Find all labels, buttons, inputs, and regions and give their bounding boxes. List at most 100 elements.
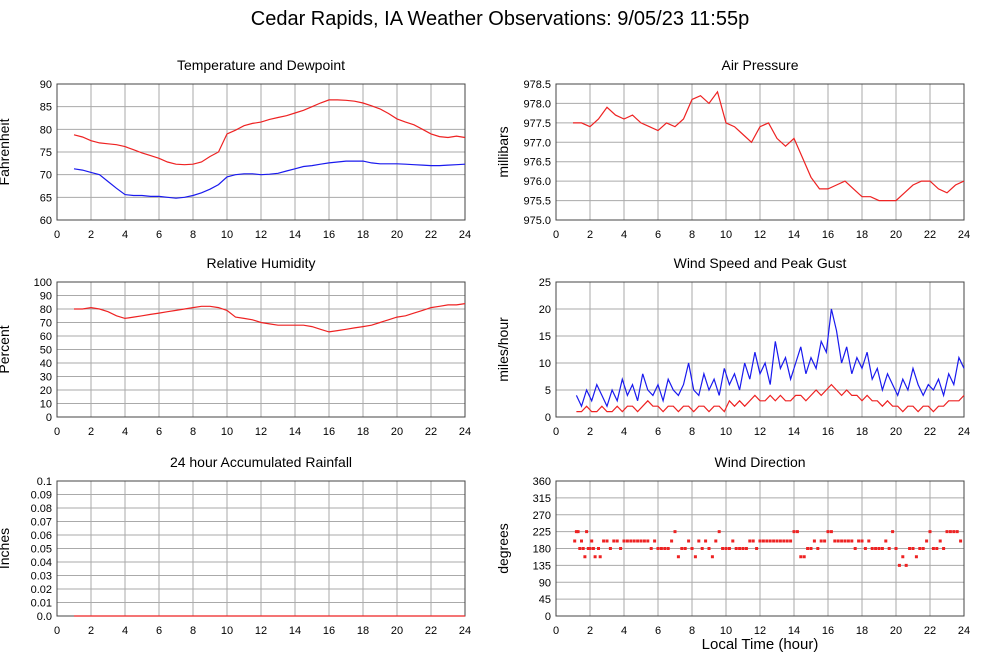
x-tick-label: 4: [621, 229, 627, 241]
y-tick-label: 977.5: [523, 118, 551, 130]
x-tick-label: 14: [788, 229, 800, 241]
series-line-0: [73, 99, 466, 166]
series-line-0: [575, 308, 965, 408]
x-tick-label: 14: [289, 229, 301, 241]
y-tick-label: 0.06: [31, 530, 52, 542]
x-tick-label: 10: [720, 625, 732, 637]
data-point: [602, 539, 606, 543]
y-tick-label: 75: [40, 147, 52, 159]
x-tick-label: 12: [255, 229, 267, 241]
data-point: [619, 547, 623, 550]
data-point: [860, 539, 864, 543]
y-tick-label: 180: [533, 544, 551, 556]
x-tick-label: 2: [88, 229, 94, 241]
data-point: [663, 547, 667, 550]
x-tick-label: 24: [958, 229, 970, 241]
data-point: [880, 547, 884, 550]
page-title: Cedar Rapids, IA Weather Observations: 9…: [250, 8, 750, 30]
data-point: [945, 530, 949, 534]
x-tick-label: 0: [553, 426, 559, 438]
data-point: [809, 547, 813, 550]
y-tick-label: 0.07: [31, 517, 52, 529]
data-point: [938, 539, 942, 543]
data-point: [853, 547, 857, 550]
x-tick-label: 24: [958, 426, 970, 438]
data-point: [646, 539, 650, 543]
x-tick-label: 12: [255, 625, 267, 637]
data-point: [670, 539, 674, 543]
x-tick-label: 0: [54, 625, 60, 637]
data-point: [738, 547, 742, 550]
data-point: [795, 530, 799, 534]
y-tick-label: 978.0: [523, 98, 551, 110]
x-tick-label: 14: [788, 426, 800, 438]
data-point: [583, 555, 587, 559]
data-point: [632, 539, 636, 543]
data-point: [765, 539, 769, 543]
x-tick-label: 14: [788, 625, 800, 637]
x-tick-label: 2: [88, 625, 94, 637]
x-tick-label: 18: [357, 625, 369, 637]
data-point: [700, 547, 704, 550]
x-tick-label: 18: [357, 426, 369, 438]
data-point: [782, 539, 786, 543]
x-tick-label: 10: [720, 426, 732, 438]
x-tick-label: 24: [459, 229, 471, 241]
y-tick-label: 100: [34, 277, 52, 289]
x-tick-label: 0: [553, 229, 559, 241]
data-point: [792, 530, 796, 534]
x-tick-label: 14: [289, 625, 301, 637]
x-tick-label: 12: [255, 426, 267, 438]
data-point: [836, 539, 840, 543]
y-tick-label: 90: [40, 291, 52, 303]
data-point: [642, 539, 646, 543]
chart-title: Wind Direction: [714, 454, 805, 470]
x-tick-label: 16: [822, 229, 834, 241]
data-point: [914, 555, 918, 559]
data-point: [874, 547, 878, 550]
y-tick-label: 10: [539, 358, 551, 370]
x-tick-label: 22: [924, 229, 936, 241]
data-point: [904, 563, 908, 567]
y-tick-label: 50: [40, 345, 52, 357]
chart-title: Air Pressure: [721, 57, 798, 73]
y-tick-label: 90: [40, 79, 52, 91]
data-point: [724, 547, 728, 550]
x-tick-label: 22: [924, 625, 936, 637]
y-tick-label: 225: [533, 527, 551, 539]
data-point: [829, 530, 833, 534]
y-tick-label: 315: [533, 493, 551, 505]
x-tick-label: 12: [754, 426, 766, 438]
data-point: [863, 547, 867, 550]
x-tick-label: 24: [459, 426, 471, 438]
x-tick-label: 2: [587, 229, 593, 241]
chart-title: 24 hour Accumulated Rainfall: [170, 454, 352, 470]
data-point: [680, 547, 684, 550]
data-point: [690, 547, 694, 550]
data-point: [758, 539, 762, 543]
chart-temp: 0 2 4 6 8 10 12 14 16 18 20 22 2460657075808590Tempe…: [0, 57, 471, 241]
y-tick-label: 70: [40, 170, 52, 182]
data-point: [955, 530, 959, 534]
x-tick-label: 8: [689, 426, 695, 438]
y-tick-label: 0.0: [37, 611, 52, 623]
data-point: [887, 547, 891, 550]
data-point: [576, 530, 580, 534]
y-tick-label: 0.09: [31, 490, 52, 502]
data-point: [833, 539, 837, 543]
y-tick-label: 270: [533, 510, 551, 522]
data-point: [578, 547, 582, 550]
y-tick-label: 978.5: [523, 79, 551, 91]
data-point: [612, 539, 616, 543]
data-point: [812, 539, 816, 543]
x-tick-label: 22: [425, 625, 437, 637]
data-point: [727, 547, 731, 550]
y-tick-label: 135: [533, 560, 551, 572]
y-tick-label: 80: [40, 124, 52, 136]
x-tick-label: 20: [391, 625, 403, 637]
data-point: [586, 547, 590, 550]
data-point: [819, 539, 823, 543]
series-line-1: [73, 160, 466, 199]
data-point: [768, 539, 772, 543]
